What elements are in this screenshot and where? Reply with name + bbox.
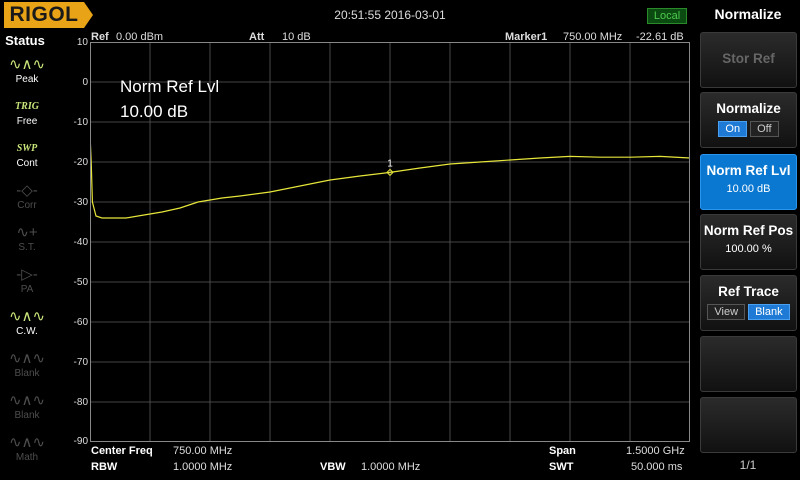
trace-line xyxy=(90,133,690,219)
status-pa: -▷- PA xyxy=(8,266,46,302)
y-tick: -70 xyxy=(73,357,88,368)
y-tick: -90 xyxy=(73,436,88,447)
normalize-on-option[interactable]: On xyxy=(718,121,748,137)
status-blank-2: ∿∧∿ Blank xyxy=(8,392,46,421)
y-tick: -50 xyxy=(73,277,88,288)
marker-label: Marker1 xyxy=(505,31,548,43)
menu-page-indicator: 1/1 xyxy=(739,458,757,472)
marker-1: 1 xyxy=(386,158,394,177)
trig-icon: TRIG xyxy=(15,101,39,112)
y-tick: -80 xyxy=(73,397,88,408)
date-time: 20:51:55 2016-03-01 xyxy=(334,8,446,22)
menu-title: Normalize xyxy=(714,6,782,22)
y-tick: 10 xyxy=(76,37,88,48)
peak-icon: ∿∧∿ xyxy=(8,56,46,73)
status-st: ∿+ S.T. xyxy=(8,224,46,260)
swt-label: SWT xyxy=(549,461,574,473)
center-freq-value: 750.00 MHz xyxy=(173,445,233,457)
status-trig: TRIG Free xyxy=(8,98,46,134)
att-label: Att xyxy=(249,31,265,43)
stor-ref-softkey[interactable]: Stor Ref xyxy=(700,32,797,88)
graticule-grid xyxy=(90,42,690,442)
spectrum-display[interactable]: 1 xyxy=(90,42,690,442)
logo-arrow-decoration xyxy=(84,2,93,28)
att-value: 10 dB xyxy=(282,31,311,43)
ref-trace-view-option[interactable]: View xyxy=(707,304,746,320)
empty-softkey-2[interactable] xyxy=(700,397,797,453)
norm-ref-lvl-softkey[interactable]: Norm Ref Lvl 10.00 dB xyxy=(700,154,797,210)
normalize-off-option[interactable]: Off xyxy=(750,121,779,137)
ref-trace-toggle[interactable]: View Blank xyxy=(701,304,796,320)
normalize-toggle[interactable]: On Off xyxy=(701,121,796,137)
y-tick: -20 xyxy=(73,157,88,168)
marker-diamond-icon xyxy=(386,168,394,177)
y-tick: -60 xyxy=(73,317,88,328)
ref-trace-blank-option[interactable]: Blank xyxy=(748,304,790,320)
span-value: 1.5000 GHz xyxy=(626,445,685,457)
rbw-value: 1.0000 MHz xyxy=(173,461,233,473)
status-math: ∿∧∿ Math xyxy=(8,434,46,463)
y-tick: -30 xyxy=(73,197,88,208)
pa-icon: -▷- xyxy=(16,266,38,283)
local-status-badge: Local xyxy=(647,8,687,24)
marker-number: 1 xyxy=(387,158,393,169)
norm-ref-pos-softkey[interactable]: Norm Ref Pos 100.00 % xyxy=(700,214,797,270)
st-icon: ∿+ xyxy=(16,224,38,241)
norm-ref-lvl-overlay: Norm Ref Lvl 10.00 dB xyxy=(120,74,219,124)
y-tick: -10 xyxy=(73,117,88,128)
vbw-label: VBW xyxy=(320,461,346,473)
math-icon: ∿∧∿ xyxy=(8,434,46,451)
rbw-label: RBW xyxy=(91,461,118,473)
marker-level: -22.61 dB xyxy=(636,31,684,43)
normalize-softkey[interactable]: Normalize On Off xyxy=(700,92,797,148)
status-peak: ∿∧∿ Peak xyxy=(8,56,46,85)
overlay-value: 10.00 dB xyxy=(120,102,189,121)
status-corr: -◇- Corr xyxy=(8,182,46,218)
norm-ref-lvl-value: 10.00 dB xyxy=(726,183,771,195)
overlay-title: Norm Ref Lvl xyxy=(120,77,220,96)
corr-icon: -◇- xyxy=(16,182,38,199)
graticule-frame xyxy=(90,42,690,442)
swp-icon: SWP xyxy=(16,143,38,154)
marker-frequency: 750.00 MHz xyxy=(563,31,623,43)
empty-softkey-1[interactable] xyxy=(700,336,797,392)
rigol-logo: RIGOL xyxy=(4,2,84,28)
norm-ref-pos-value: 100.00 % xyxy=(725,243,772,255)
blank-icon: ∿∧∿ xyxy=(8,350,46,367)
ref-value: 0.00 dBm xyxy=(116,31,164,43)
center-freq-label: Center Freq xyxy=(91,445,153,457)
span-label: Span xyxy=(549,445,576,457)
swt-value: 50.000 ms xyxy=(631,461,683,473)
ref-label: Ref xyxy=(91,31,109,43)
status-blank-1: ∿∧∿ Blank xyxy=(8,350,46,379)
vbw-value: 1.0000 MHz xyxy=(361,461,421,473)
y-tick: 0 xyxy=(82,77,88,88)
status-sweep: SWP Cont xyxy=(8,140,46,176)
status-panel-title: Status xyxy=(5,33,45,48)
ref-trace-softkey[interactable]: Ref Trace View Blank xyxy=(700,275,797,331)
status-cw: ∿∧∿ C.W. xyxy=(8,308,46,337)
cw-icon: ∿∧∿ xyxy=(8,308,46,325)
y-tick: -40 xyxy=(73,237,88,248)
blank-icon: ∿∧∿ xyxy=(8,392,46,409)
